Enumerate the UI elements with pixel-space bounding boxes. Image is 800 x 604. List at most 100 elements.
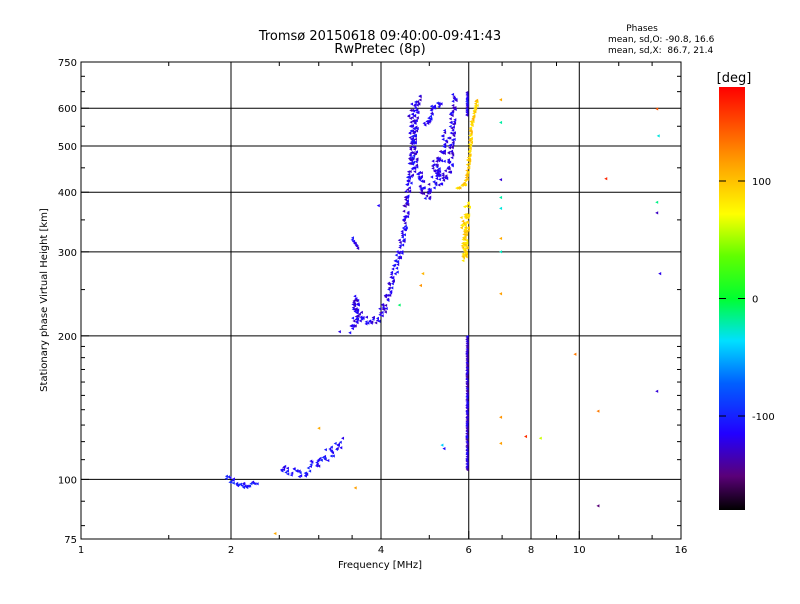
scatter-point (596, 504, 600, 508)
trace-point (406, 203, 410, 207)
trace-point (456, 186, 460, 190)
trace-point (442, 128, 446, 133)
trace-point (380, 314, 384, 318)
trace-point (459, 226, 463, 230)
trace-point (413, 106, 417, 110)
trace-point (414, 118, 418, 123)
trace-point (405, 199, 409, 203)
trace-point (453, 107, 457, 112)
trace-point (440, 150, 444, 154)
trace-point (451, 106, 455, 110)
scatter-point (442, 447, 446, 451)
trace-point (442, 178, 446, 182)
scatter-point (655, 107, 659, 111)
trace-point (410, 102, 414, 106)
trace-point (249, 481, 253, 486)
trace-point (469, 140, 473, 145)
trace-point (310, 460, 314, 464)
scatter-point (524, 434, 528, 439)
trace-point (466, 201, 470, 205)
trace-point (434, 174, 438, 178)
trace-point (243, 484, 247, 488)
trace-point (465, 158, 469, 162)
trace-point (401, 243, 405, 247)
trace-point (331, 454, 335, 458)
y-tick-label: 100 (58, 475, 77, 486)
x-tick-label: 4 (378, 545, 384, 556)
trace-point (465, 177, 469, 182)
trace-point (396, 262, 400, 267)
grid (81, 62, 681, 539)
trace-point (467, 153, 471, 157)
trace-point (437, 167, 441, 171)
trace-point (406, 182, 410, 186)
trace-point (317, 458, 321, 462)
trace-point (412, 109, 416, 113)
trace-point (403, 221, 407, 225)
trace-point (466, 216, 470, 220)
trace-point (409, 147, 413, 152)
trace-point (439, 159, 443, 163)
scatter-point (376, 203, 380, 208)
trace-point (370, 320, 374, 324)
trace-point (454, 98, 458, 103)
scatter-point (655, 389, 659, 393)
trace-point (452, 131, 456, 135)
trace-point (463, 253, 467, 257)
scatter-point (604, 177, 608, 181)
trace-point (470, 121, 474, 125)
trace-point (420, 189, 424, 193)
x-axis-label: Frequency [MHz] (338, 560, 422, 571)
trace-point (355, 316, 359, 320)
trace-point (464, 183, 468, 187)
trace-point (465, 408, 469, 413)
trace-point (394, 253, 398, 257)
trace-point (404, 226, 408, 230)
trace-point (377, 319, 381, 323)
trace-point (348, 331, 352, 335)
trace-point (448, 124, 452, 129)
trace-point (358, 319, 362, 323)
trace-point (408, 152, 412, 156)
scatter-point (655, 200, 659, 204)
trace-point (353, 324, 357, 328)
trace-point (335, 446, 339, 451)
trace-point (415, 163, 419, 167)
trace-point (402, 215, 406, 219)
colorbar-ticks: 100 0 -100 (719, 177, 775, 423)
trace-point (437, 105, 441, 109)
trace-point (447, 143, 451, 148)
trace-point (465, 457, 469, 461)
trace-point (475, 103, 479, 108)
trace-point (435, 176, 439, 181)
scatter-point (596, 409, 600, 413)
trace-point (440, 134, 444, 138)
trace-point (410, 142, 414, 146)
trace-point (396, 260, 400, 264)
trace-point (390, 276, 394, 280)
stats-o-line: mean, sd,O: -90.8, 16.6 (608, 35, 715, 45)
trace-point (460, 244, 464, 248)
trace-point (298, 471, 302, 475)
trace-point (352, 319, 356, 323)
scatter-point (397, 303, 401, 307)
trace-point (467, 142, 471, 146)
trace-point (280, 469, 284, 473)
trace-point (465, 241, 469, 245)
trace-point (426, 189, 430, 193)
trace-point (431, 166, 435, 170)
trace-point (413, 133, 417, 138)
trace-point (402, 233, 406, 237)
scatter-point (499, 250, 503, 254)
trace-point (326, 458, 330, 463)
trace-point (400, 250, 404, 254)
trace-point (336, 444, 340, 448)
trace-point (430, 107, 434, 111)
scatter-point (499, 206, 503, 210)
trace-point (420, 191, 424, 195)
trace-point (467, 213, 471, 217)
scatter-point (499, 195, 503, 200)
trace-point (452, 120, 456, 124)
trace-point (450, 144, 454, 148)
data-points (224, 90, 662, 536)
